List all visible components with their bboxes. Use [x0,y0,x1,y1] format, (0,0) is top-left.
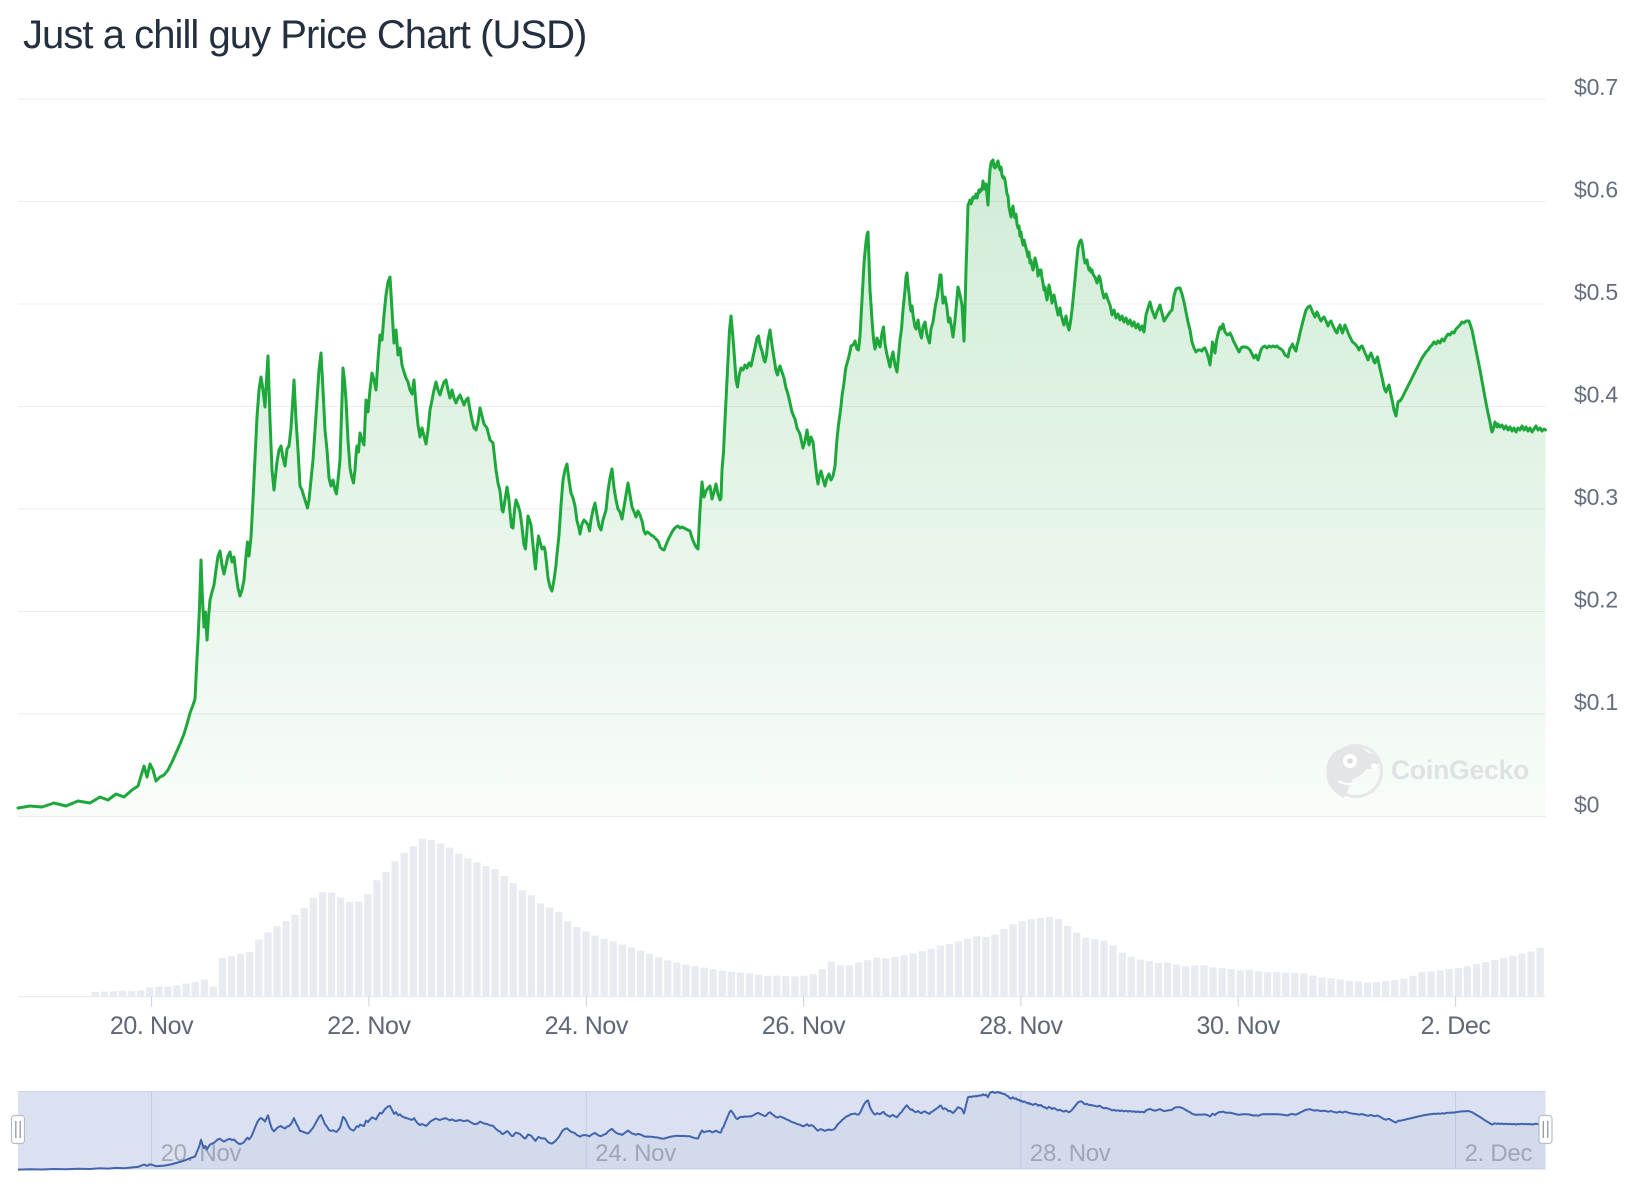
svg-text:2. Dec: 2. Dec [1421,1012,1491,1040]
svg-text:$0.3: $0.3 [1574,484,1618,510]
svg-text:30. Nov: 30. Nov [1197,1012,1281,1040]
svg-text:28. Nov: 28. Nov [979,1012,1063,1040]
svg-text:$0.2: $0.2 [1574,587,1618,613]
svg-text:CoinGecko: CoinGecko [1391,755,1529,785]
svg-text:$0.6: $0.6 [1574,177,1618,203]
svg-text:$0.7: $0.7 [1574,74,1618,100]
svg-text:28. Nov: 28. Nov [1030,1140,1111,1167]
svg-text:24. Nov: 24. Nov [595,1140,676,1167]
svg-text:24. Nov: 24. Nov [545,1012,629,1040]
svg-text:20. Nov: 20. Nov [110,1012,194,1040]
svg-text:26. Nov: 26. Nov [762,1012,846,1040]
svg-text:2. Dec: 2. Dec [1465,1140,1533,1167]
svg-text:$0.5: $0.5 [1574,279,1618,305]
svg-text:22. Nov: 22. Nov [327,1012,411,1040]
svg-text:$0.1: $0.1 [1574,689,1618,715]
svg-text:$0.4: $0.4 [1574,382,1618,408]
svg-text:$0: $0 [1574,792,1599,818]
